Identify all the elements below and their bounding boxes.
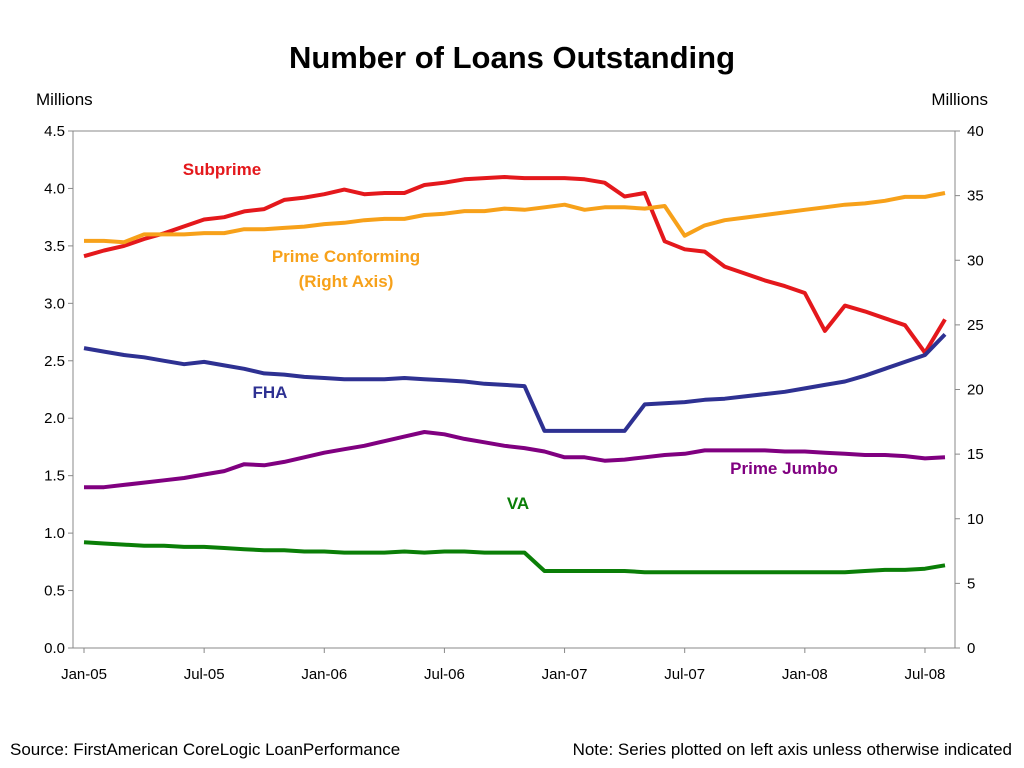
- right-tick-label: 30: [967, 252, 984, 269]
- source-note: Source: FirstAmerican CoreLogic LoanPerf…: [10, 740, 401, 759]
- right-tick-label: 0: [967, 640, 975, 657]
- left-tick-label: 0.5: [44, 583, 65, 600]
- left-tick-label: 4.0: [44, 180, 65, 197]
- x-tick-label: Jul-05: [184, 666, 225, 683]
- x-tick-label: Jul-07: [664, 666, 705, 683]
- left-tick-label: 1.0: [44, 525, 65, 542]
- x-tick-label: Jan-06: [301, 666, 347, 683]
- left-tick-label: 0.0: [44, 640, 65, 657]
- right-tick-label: 10: [967, 511, 984, 528]
- left-tick-label: 3.0: [44, 295, 65, 312]
- series-line-prime-jumbo: [84, 430, 946, 490]
- right-axis-unit-label: Millions: [931, 90, 988, 109]
- right-tick-label: 5: [967, 575, 975, 592]
- chart-title: Number of Loans Outstanding: [288, 40, 736, 75]
- left-tick-label: 1.5: [44, 468, 65, 485]
- right-tick-label: 35: [967, 188, 984, 205]
- x-tick-label: Jan-07: [542, 666, 588, 683]
- series-line-fha: [83, 333, 947, 433]
- series-line-prime-conforming: [84, 191, 946, 245]
- x-axis: Jan-05 Jul-05 Jan-06 Jul-06 Jan-07 Jul-07 Jan-…: [61, 648, 945, 683]
- left-axis: 0.0 0.5 1.0 1.5 2.0 2.5 3.0 3.5 4.0 4.5: [44, 123, 73, 657]
- series-label-prime-jumbo: Prime Jumbo: [730, 459, 838, 478]
- right-tick-label: 40: [967, 123, 984, 140]
- series-label-subprime: Subprime: [183, 160, 261, 179]
- series-line-va: [83, 540, 946, 575]
- series-line-subprime: [83, 175, 947, 355]
- x-tick-label: Jul-08: [905, 666, 946, 683]
- right-tick-label: 25: [967, 317, 984, 334]
- right-tick-label: 15: [967, 446, 984, 463]
- series-label-fha: FHA: [253, 383, 288, 402]
- left-tick-label: 3.5: [44, 238, 65, 255]
- left-tick-label: 2.5: [44, 353, 65, 370]
- x-tick-label: Jul-06: [424, 666, 465, 683]
- x-tick-label: Jan-05: [61, 666, 107, 683]
- series-label-va: VA: [507, 494, 529, 513]
- axis-note: Note: Series plotted on left axis unless…: [572, 740, 1012, 759]
- series-lines: [83, 175, 947, 575]
- left-tick-label: 4.5: [44, 123, 65, 140]
- series-labels: Subprime Prime Conforming (Right Axis) FHA P…: [183, 160, 838, 513]
- left-tick-label: 2.0: [44, 410, 65, 427]
- right-axis: 0 5 10 15 20 25 30 35 40: [955, 123, 984, 657]
- x-tick-label: Jan-08: [782, 666, 828, 683]
- series-label-prime-conforming: Prime Conforming (Right Axis): [272, 247, 420, 291]
- right-tick-label: 20: [967, 382, 984, 399]
- left-axis-unit-label: Millions: [36, 90, 93, 109]
